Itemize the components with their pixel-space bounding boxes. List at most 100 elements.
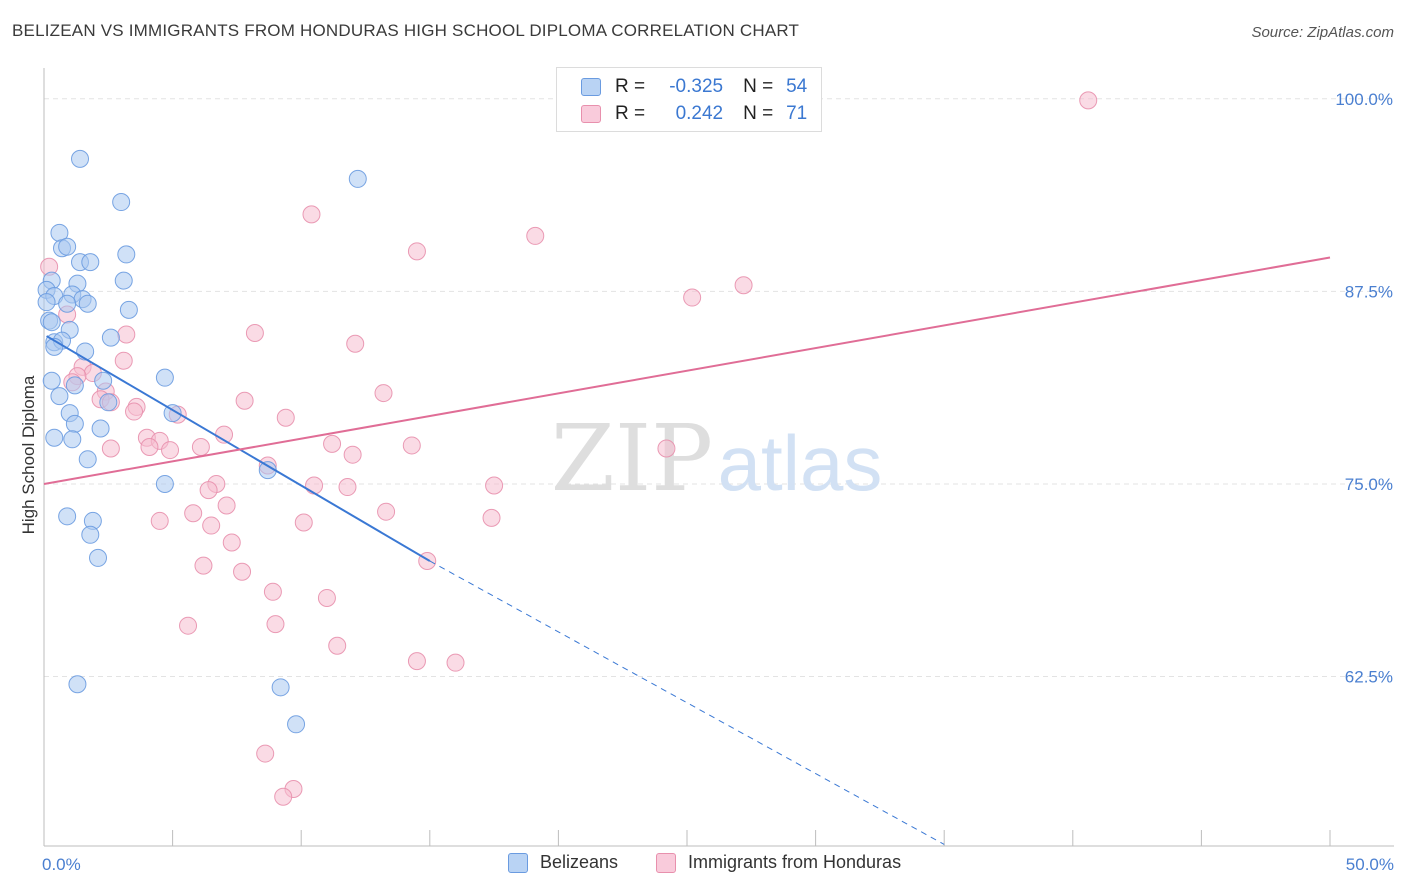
honduras-point bbox=[245, 323, 264, 342]
belizeans-point bbox=[71, 149, 90, 168]
series-belizeans bbox=[37, 149, 367, 734]
chart-title: BELIZEAN VS IMMIGRANTS FROM HONDURAS HIG… bbox=[12, 21, 800, 40]
honduras-trend-line bbox=[43, 256, 1331, 485]
belizeans-point bbox=[112, 193, 131, 212]
belizeans-point bbox=[287, 715, 306, 734]
series-immigrants-from-honduras bbox=[40, 88, 1098, 806]
honduras-point bbox=[199, 481, 218, 500]
belizeans-point bbox=[65, 376, 84, 395]
y-tick-label: 100.0% bbox=[1335, 90, 1393, 109]
belizeans-point bbox=[114, 271, 133, 290]
honduras-point bbox=[114, 351, 133, 370]
belizeans-point bbox=[81, 525, 100, 544]
honduras-point bbox=[407, 242, 426, 261]
belizeans-point bbox=[271, 678, 290, 697]
legend-r-value: 0.242 bbox=[675, 103, 724, 124]
belizeans-point bbox=[68, 675, 87, 694]
watermark: ZIP atlas bbox=[551, 405, 882, 512]
honduras-point bbox=[446, 653, 465, 672]
watermark-zip: ZIP bbox=[551, 405, 713, 512]
belizeans-point bbox=[37, 293, 56, 312]
belizeans-point bbox=[155, 474, 174, 493]
honduras-point bbox=[482, 508, 501, 527]
honduras-point bbox=[374, 384, 393, 403]
honduras-point bbox=[233, 562, 252, 581]
belizeans-point bbox=[155, 368, 174, 387]
honduras-point bbox=[294, 513, 313, 532]
legend-swatch-pink bbox=[581, 105, 601, 123]
legend-r-label: R = bbox=[615, 76, 646, 97]
honduras-point bbox=[343, 445, 362, 464]
y-tick-label: 62.5% bbox=[1345, 668, 1393, 687]
honduras-point bbox=[263, 582, 282, 601]
tick-labels: 100.0% 87.5% 75.0% 62.5% 0.0% 50.0% bbox=[42, 90, 1394, 874]
belizeans-point bbox=[81, 253, 100, 272]
belizeans-point bbox=[78, 294, 97, 313]
honduras-point bbox=[125, 402, 144, 421]
honduras-point bbox=[657, 439, 676, 458]
belizeans-point bbox=[78, 450, 97, 469]
honduras-point bbox=[276, 408, 295, 427]
legend-r-label: R = bbox=[615, 103, 646, 124]
legend-row-belizeans: R = -0.325 N = 54 bbox=[581, 74, 807, 100]
legend-label-belizeans: Belizeans bbox=[540, 852, 619, 872]
belizeans-point bbox=[58, 294, 77, 313]
honduras-point bbox=[323, 434, 342, 453]
gridlines bbox=[44, 98, 1394, 678]
honduras-point bbox=[256, 744, 275, 763]
source-label: Source: ZipAtlas.com bbox=[1251, 24, 1394, 41]
belizeans-point bbox=[163, 404, 182, 423]
honduras-point bbox=[150, 511, 169, 530]
honduras-point bbox=[302, 205, 321, 224]
honduras-point bbox=[191, 437, 210, 456]
honduras-point bbox=[407, 652, 426, 671]
honduras-point bbox=[235, 391, 254, 410]
series-legend: Belizeans Immigrants from Honduras bbox=[0, 852, 1406, 878]
honduras-point bbox=[101, 439, 120, 458]
belizeans-point bbox=[45, 428, 64, 447]
legend-n-label: N = bbox=[743, 76, 774, 97]
legend-label-honduras: Immigrants from Honduras bbox=[688, 852, 902, 872]
y-tick-label: 75.0% bbox=[1345, 475, 1393, 494]
y-tick-label: 87.5% bbox=[1345, 282, 1393, 301]
honduras-point bbox=[1079, 91, 1098, 110]
belizeans-point bbox=[76, 342, 95, 361]
legend-row-honduras: R = 0.242 N = 71 bbox=[581, 101, 807, 127]
legend-r-value: -0.325 bbox=[669, 76, 724, 97]
belizeans-point bbox=[99, 393, 118, 412]
honduras-point bbox=[274, 787, 293, 806]
honduras-point bbox=[402, 436, 421, 455]
honduras-point bbox=[117, 325, 136, 344]
correlation-legend: R = -0.325 N = 54 R = 0.242 N = 71 bbox=[556, 67, 822, 132]
axes bbox=[43, 68, 1394, 847]
legend-swatch-blue bbox=[581, 78, 601, 96]
belizeans-point bbox=[50, 387, 69, 406]
belizeans-point bbox=[65, 414, 84, 433]
honduras-point bbox=[194, 556, 213, 575]
belizeans-trend-line bbox=[46, 335, 431, 562]
legend-item-honduras: Immigrants from Honduras bbox=[656, 852, 901, 873]
belizeans-point bbox=[58, 507, 77, 526]
honduras-point bbox=[683, 288, 702, 307]
honduras-point bbox=[217, 496, 236, 515]
belizeans-point bbox=[58, 237, 77, 256]
honduras-point bbox=[317, 588, 336, 607]
legend-n-value: 54 bbox=[786, 76, 808, 97]
honduras-point bbox=[179, 616, 198, 635]
honduras-point bbox=[485, 476, 504, 495]
honduras-point bbox=[184, 504, 203, 523]
belizeans-point bbox=[101, 328, 120, 347]
honduras-point bbox=[377, 502, 396, 521]
honduras-point bbox=[266, 615, 285, 634]
x-tick-label: 50.0% bbox=[1346, 855, 1394, 874]
honduras-point bbox=[305, 476, 324, 495]
legend-n-label: N = bbox=[743, 103, 774, 124]
honduras-point bbox=[328, 636, 347, 655]
trend-lines bbox=[43, 256, 1331, 845]
honduras-point bbox=[222, 533, 241, 552]
belizeans-point bbox=[91, 419, 110, 438]
honduras-point bbox=[346, 334, 365, 353]
honduras-point bbox=[202, 516, 221, 535]
honduras-point bbox=[734, 276, 753, 295]
